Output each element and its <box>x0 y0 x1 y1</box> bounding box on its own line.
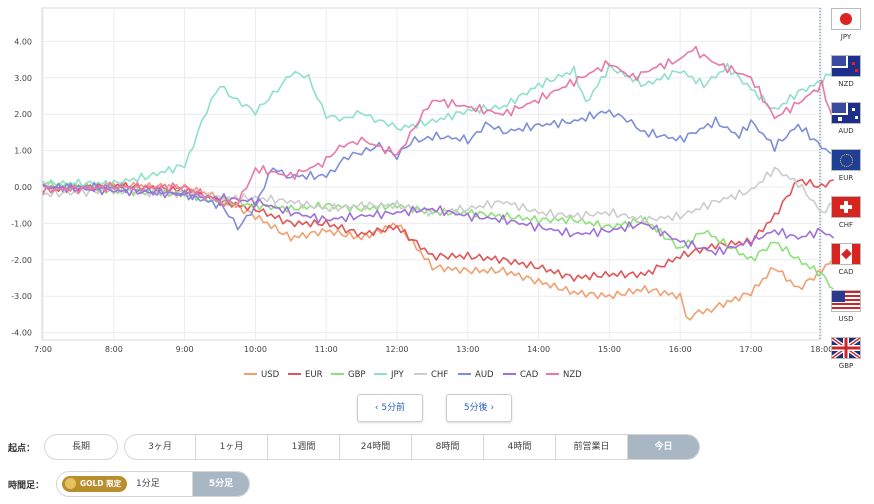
y-tick-label: -1.00 <box>11 219 32 228</box>
legend-label-eur: EUR <box>305 370 323 380</box>
legend-label-nzd: NZD <box>563 370 582 380</box>
x-tick-label: 7:00 <box>34 345 52 354</box>
legend-label-chf: CHF <box>431 370 448 380</box>
next-5min-button[interactable]: 5分後 › <box>446 394 512 422</box>
series-line-jpy <box>42 62 835 189</box>
legend-label-usd: USD <box>261 370 280 380</box>
flag-item-nzd[interactable]: NZD <box>829 55 863 100</box>
gbp-flag-icon <box>831 337 861 359</box>
x-tick-label: 14:00 <box>527 345 550 354</box>
start-option-24-hours[interactable]: 24時間 <box>340 435 412 459</box>
gold-coin-icon <box>65 477 76 489</box>
flag-label: NZD <box>838 80 854 88</box>
flag-item-gbp[interactable]: GBP <box>829 337 863 382</box>
x-tick-label: 9:00 <box>176 345 194 354</box>
series-line-chf <box>42 166 834 225</box>
start-option-1-month[interactable]: 1ヶ月 <box>196 435 268 459</box>
x-tick-label: 11:00 <box>315 345 338 354</box>
y-tick-label: 4.00 <box>14 37 32 46</box>
start-option-previous-business-day[interactable]: 前営業日 <box>556 435 628 459</box>
start-option-1-week[interactable]: 1週間 <box>268 435 340 459</box>
start-option-3-months[interactable]: 3ヶ月 <box>125 435 196 459</box>
currency-strength-chart: 4.00 3.00 2.00 1.00 0.00 -1.00 -2.00 -3.00 -4.00… <box>11 7 835 380</box>
flag-label: JPY <box>840 33 852 41</box>
chf-flag-icon <box>831 196 861 218</box>
start-point-range-selector: 3ヶ月 1ヶ月 1週間 24時間 8時間 4時間 前営業日 今日 <box>124 434 700 460</box>
x-tick-label: 12:00 <box>385 345 408 354</box>
usd-flag-icon <box>831 290 861 312</box>
plot-border <box>41 7 821 341</box>
x-tick-label: 13:00 <box>456 345 479 354</box>
y-tick-label: -2.00 <box>11 256 32 265</box>
start-option-4-hours[interactable]: 4時間 <box>484 435 556 459</box>
x-tick-label: 16:00 <box>669 345 692 354</box>
timeframe-1min-text: 1分足 <box>136 479 160 489</box>
currency-flag-column: JPY NZD AUD EUR CHF <box>829 6 863 382</box>
x-tick-label: 10:00 <box>244 345 267 354</box>
legend-label-jpy: JPY <box>390 370 404 380</box>
y-tick-label: 0.00 <box>14 183 32 192</box>
start-point-selector: 長期 <box>44 434 118 460</box>
series-line-eur <box>42 178 834 282</box>
flag-label: CAD <box>838 268 854 276</box>
chart-axes: 4.00 3.00 2.00 1.00 0.00 -1.00 -2.00 -3.00 -4.00… <box>11 37 833 354</box>
start-option-long[interactable]: 長期 <box>71 442 90 452</box>
nzd-flag-icon <box>831 55 861 77</box>
chart-grid <box>41 7 823 341</box>
timeframe-label: 時間足： <box>8 481 45 491</box>
gold-limited-text: GOLD 限定 <box>80 479 122 488</box>
series-line-usd <box>42 181 835 321</box>
aud-flag-icon <box>831 102 861 124</box>
series-line-nzd <box>42 45 835 207</box>
x-tick-label: 17:00 <box>739 345 762 354</box>
flag-label: EUR <box>838 174 854 182</box>
flag-label: AUD <box>838 127 854 135</box>
flag-item-chf[interactable]: CHF <box>829 196 863 241</box>
legend-label-cad: CAD <box>520 370 539 380</box>
eur-flag-icon <box>831 149 861 171</box>
start-option-today[interactable]: 今日 <box>628 435 699 459</box>
start-option-8-hours[interactable]: 8時間 <box>412 435 484 459</box>
y-tick-label: 2.00 <box>14 110 32 119</box>
flag-item-eur[interactable]: EUR <box>829 149 863 194</box>
flag-item-usd[interactable]: USD <box>829 290 863 335</box>
chart-series <box>42 45 835 321</box>
x-tick-label: 15:00 <box>598 345 621 354</box>
cad-flag-icon <box>831 243 861 265</box>
start-point-label: 起点： <box>8 444 36 454</box>
legend-label-aud: AUD <box>475 370 494 380</box>
x-tick-label: 18:00 <box>810 345 833 354</box>
flag-item-cad[interactable]: CAD <box>829 243 863 288</box>
jpy-flag-icon <box>831 8 861 30</box>
series-line-cad <box>42 183 835 256</box>
timeframe-option-1-min[interactable]: GOLD 限定 1分足 <box>57 472 193 496</box>
timeframe-option-5-min[interactable]: 5分足 <box>193 472 249 496</box>
chart-legend: USD EUR GBP JPY CHF AUD CAD NZD <box>244 370 582 380</box>
flag-label: GBP <box>838 362 854 370</box>
flag-item-jpy[interactable]: JPY <box>829 8 863 53</box>
flag-label: CHF <box>838 221 854 229</box>
timeframe-selector: GOLD 限定 1分足 5分足 <box>56 471 250 497</box>
y-tick-label: -4.00 <box>11 329 32 338</box>
y-tick-label: -3.00 <box>11 292 32 301</box>
y-tick-label: 1.00 <box>14 147 32 156</box>
legend-label-gbp: GBP <box>348 370 366 380</box>
flag-label: USD <box>838 315 854 323</box>
x-tick-label: 8:00 <box>105 345 123 354</box>
flag-item-aud[interactable]: AUD <box>829 102 863 147</box>
prev-5min-button[interactable]: ‹ 5分前 <box>357 394 423 422</box>
gold-limited-badge: GOLD 限定 <box>62 476 128 492</box>
y-tick-label: 3.00 <box>14 74 32 83</box>
series-line-gbp <box>42 181 834 290</box>
